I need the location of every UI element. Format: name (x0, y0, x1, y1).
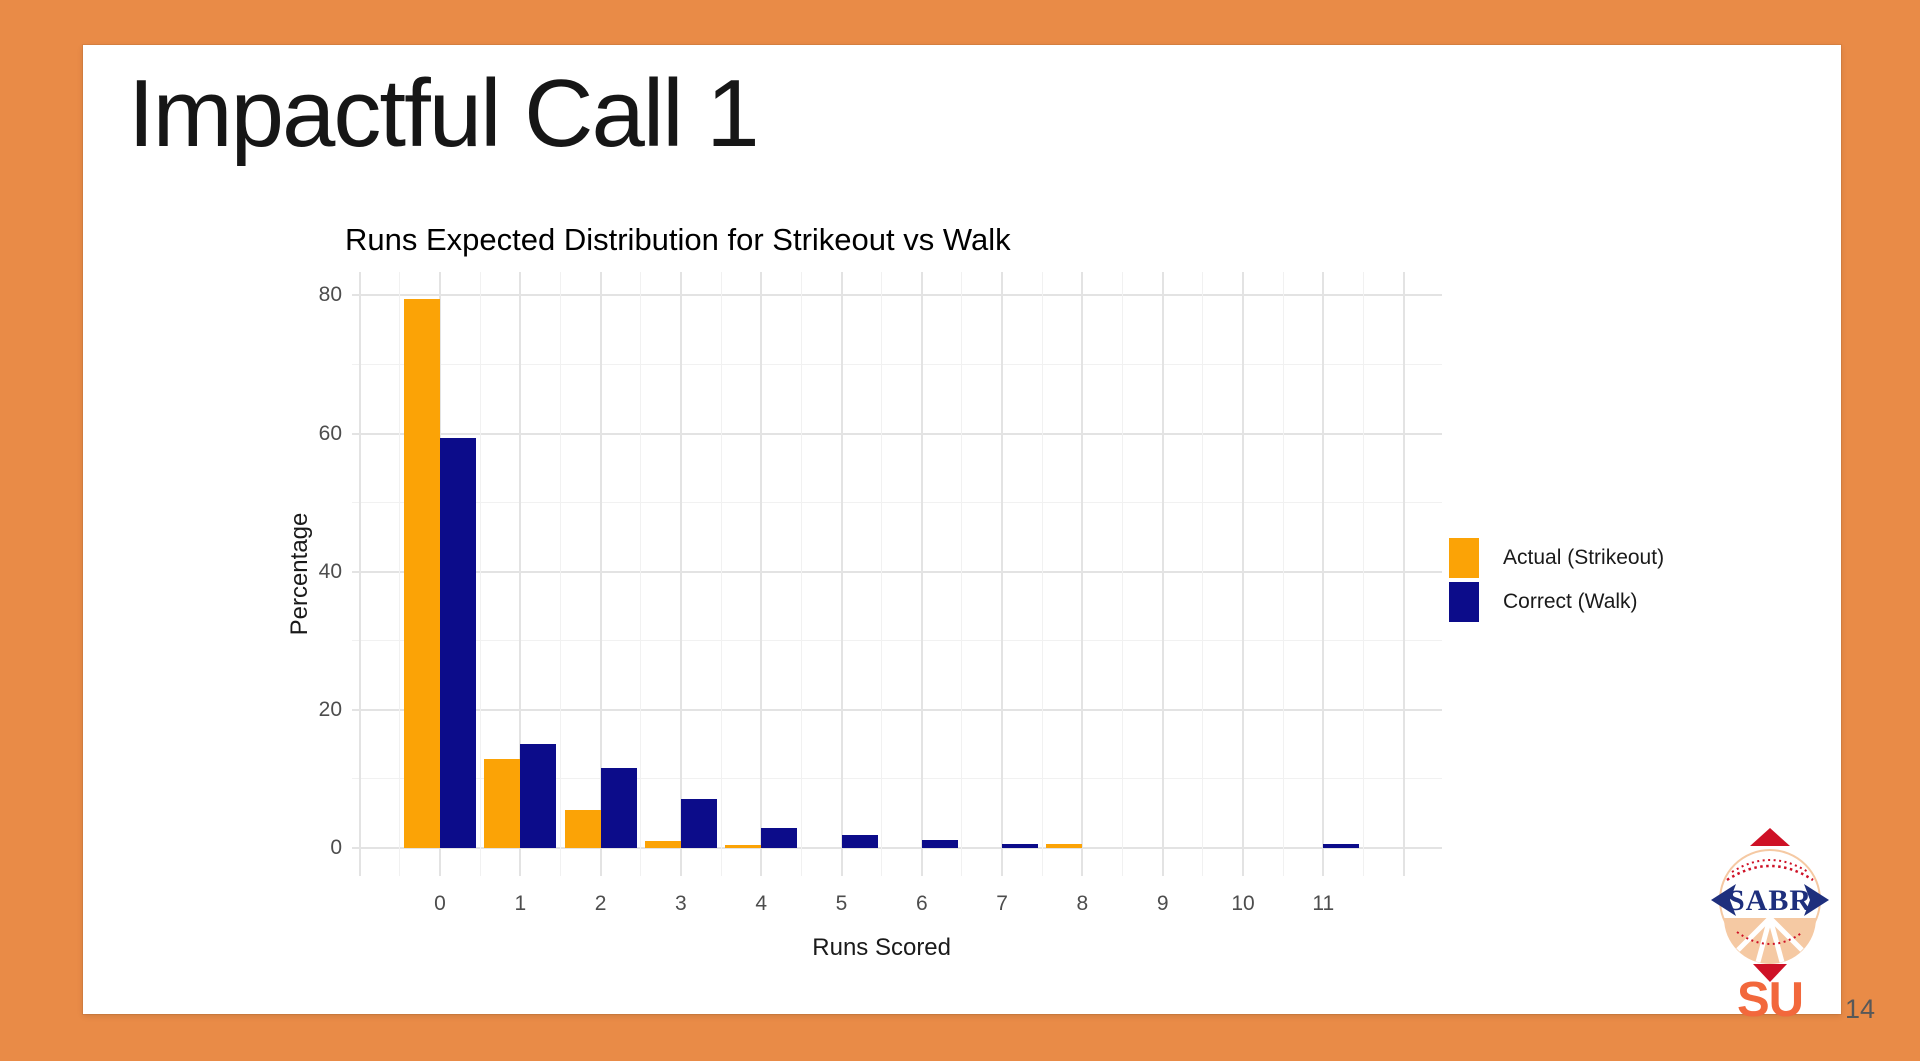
x-tick-label: 2 (594, 892, 607, 915)
x-tick-label: 10 (1231, 892, 1255, 915)
bar-correct-walk (600, 768, 637, 848)
logo-lower-half (1724, 918, 1816, 964)
logo-fan-line (1767, 917, 1785, 963)
gridline-minor (1282, 272, 1284, 876)
gridline-minor (352, 502, 1442, 504)
x-axis-title: Runs Scored (812, 934, 952, 961)
chart-legend: Actual (Strikeout) Correct (Walk) (1449, 538, 1664, 626)
gridline-minor (1362, 272, 1364, 876)
bar-actual-strikeout (644, 841, 681, 848)
gridline-minor (640, 272, 642, 876)
legend-swatch (1449, 582, 1479, 622)
chart-title: Runs Expected Distribution for Strikeout… (345, 222, 1011, 257)
gridline-major (1001, 272, 1004, 876)
gridline-minor (1041, 272, 1043, 876)
y-tick-label: 0 (330, 835, 342, 859)
slide: Impactful Call 1 Runs Expected Distribut… (83, 45, 1841, 1027)
gridline-major (679, 272, 682, 876)
y-tick-label: 40 (318, 559, 342, 583)
gridline-major (352, 570, 1442, 573)
logo-top-triangle-icon (1750, 828, 1790, 846)
gridline-minor (1122, 272, 1124, 876)
plot-panel (352, 272, 1442, 876)
legend-swatch (1449, 538, 1479, 578)
logo-su-text: SU (1737, 973, 1803, 1018)
x-tick-label: 5 (835, 892, 848, 915)
gridline-major (519, 272, 522, 876)
gridline-major (760, 272, 763, 876)
gridline-minor (479, 272, 481, 876)
bar-actual-strikeout (564, 809, 601, 848)
bar-actual-strikeout (404, 298, 440, 848)
gridline-major (1242, 272, 1244, 876)
gridline-major (358, 272, 361, 876)
slide-title: Impactful Call 1 (128, 60, 760, 167)
logo-right-arrow-icon (1804, 884, 1829, 916)
gridline-minor (1202, 272, 1204, 876)
gridline-major (352, 294, 1442, 297)
bar-correct-walk (1323, 843, 1360, 848)
gridline-minor (800, 272, 802, 876)
bar-actual-strikeout (725, 844, 762, 848)
legend-label: Correct (Walk) (1503, 590, 1638, 613)
x-tick-label: 6 (915, 892, 928, 915)
bar-correct-walk (520, 744, 557, 848)
sabr-su-logo: SABR SU (1705, 828, 1835, 1027)
stitching-arc-bottom (1736, 931, 1804, 945)
logo-left-arrow-icon (1711, 884, 1736, 916)
bar-correct-walk (921, 840, 958, 848)
gridline-major (352, 432, 1442, 435)
runs-distribution-chart: Runs Expected Distribution for Strikeout… (282, 220, 1762, 990)
gridline-minor (352, 363, 1442, 365)
x-tick-label: 9 (1156, 892, 1169, 915)
gridline-major (352, 846, 1442, 849)
bar-correct-walk (841, 834, 878, 848)
gridline-major (599, 272, 602, 876)
gridline-major (1081, 272, 1084, 876)
y-tick-label: 20 (318, 697, 342, 721)
legend-item: Correct (Walk) (1449, 582, 1664, 622)
gridline-minor (881, 272, 883, 876)
logo-sabr-text: SABR (1728, 884, 1812, 917)
bar-correct-walk (761, 828, 798, 848)
bar-actual-strikeout (1046, 844, 1083, 848)
x-tick-label: 0 (434, 892, 446, 915)
x-tick-label: 3 (675, 892, 687, 915)
logo-fan-line (1755, 917, 1773, 963)
page-number: 14 (1845, 994, 1876, 1024)
gridline-major (920, 272, 923, 876)
gridline-major (1161, 272, 1164, 876)
gridline-minor (352, 778, 1442, 780)
legend-label: Actual (Strikeout) (1503, 546, 1665, 569)
gridline-minor (399, 272, 401, 876)
logo-bottom-triangle-icon (1753, 964, 1787, 982)
x-tick-label: 4 (755, 892, 768, 915)
gridline-minor (961, 272, 963, 876)
gridline-major (840, 272, 843, 876)
x-tick-label: 11 (1312, 892, 1335, 915)
bar-correct-walk (680, 799, 717, 848)
y-tick-label: 80 (318, 283, 342, 307)
bar-actual-strikeout (484, 758, 521, 848)
x-tick-label: 1 (514, 892, 527, 915)
bar-correct-walk (1002, 844, 1039, 848)
y-axis-title: Percentage (286, 512, 313, 636)
legend-item: Actual (Strikeout) (1449, 538, 1664, 578)
sabr-logo-graphic: SABR SU (1711, 828, 1829, 1027)
y-tick-label: 60 (318, 421, 342, 445)
stitching-arc-top2 (1731, 859, 1809, 873)
gridline-major (1322, 272, 1325, 876)
gridline-minor (559, 272, 561, 876)
gridline-minor (352, 640, 1442, 642)
logo-fan-line (1736, 916, 1772, 952)
x-tick-label: 8 (1076, 892, 1089, 915)
logo-fan-line (1768, 916, 1804, 952)
gridline-major (1402, 272, 1405, 876)
bar-correct-walk (440, 437, 476, 848)
gridline-major (352, 708, 1442, 711)
x-tick-label: 7 (996, 892, 1008, 915)
gridline-minor (720, 272, 722, 876)
